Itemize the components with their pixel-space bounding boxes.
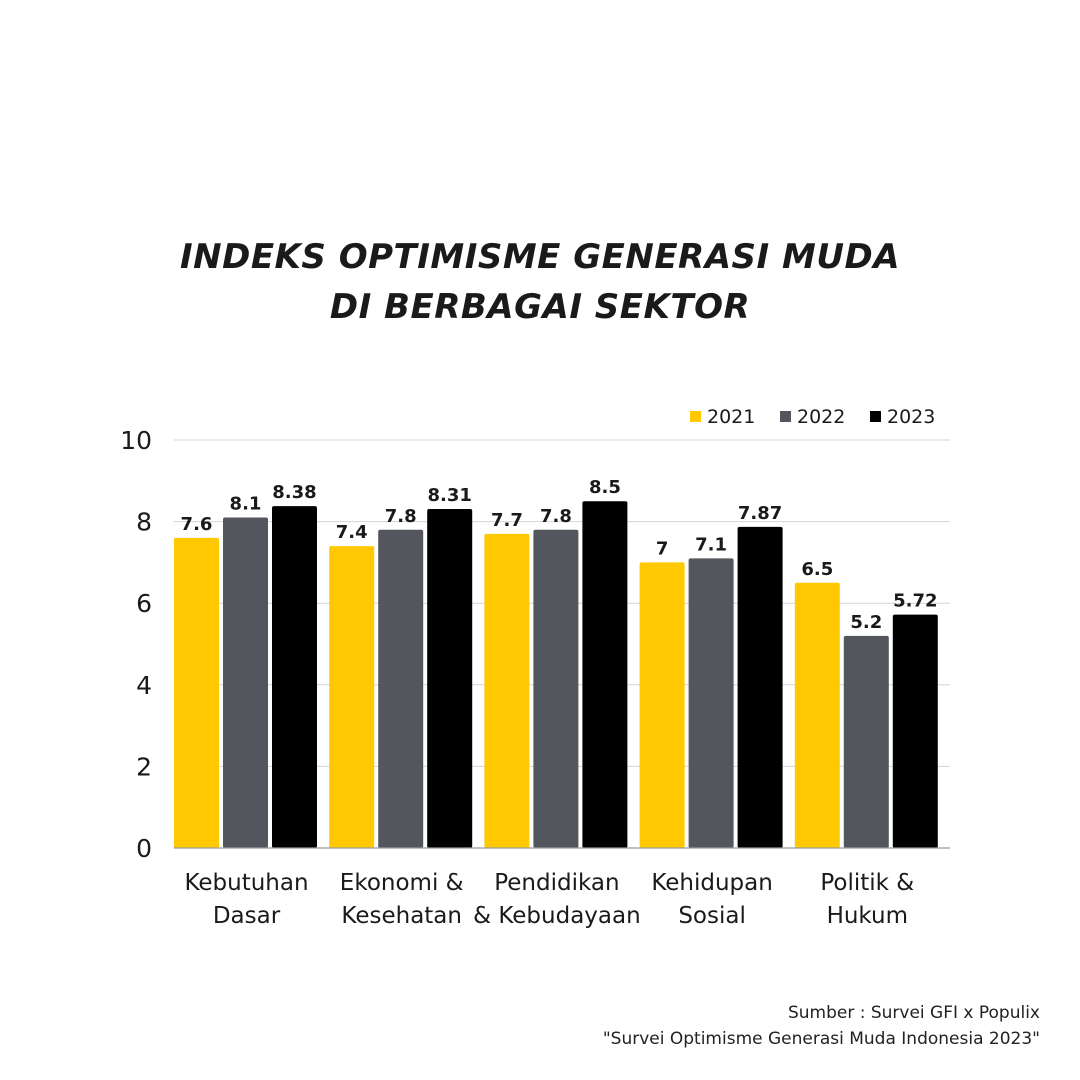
chart-title: INDEKS OPTIMISME GENERASI MUDA DI BERBAG… <box>0 232 1080 332</box>
bar <box>427 508 473 848</box>
bar <box>329 546 375 848</box>
bar <box>223 517 268 848</box>
data-label: 7.8 <box>540 506 572 527</box>
x-tick-label: & Kebudayaan <box>473 903 641 929</box>
bar <box>843 635 889 848</box>
data-label: 5.72 <box>893 591 937 612</box>
chart-title-line-1: INDEKS OPTIMISME GENERASI MUDA <box>179 237 901 277</box>
legend-swatch <box>870 411 881 422</box>
chart-title-line-2: DI BERBAGAI SEKTOR <box>329 287 751 327</box>
source-note: Sumber : Survei GFI x Populix "Survei Op… <box>603 1000 1040 1052</box>
data-label: 8.38 <box>272 482 316 503</box>
data-label: 5.2 <box>850 612 882 633</box>
data-label: 7.1 <box>695 534 727 555</box>
y-tick-label: 0 <box>136 834 152 863</box>
bar <box>378 529 424 848</box>
bar <box>272 506 317 848</box>
bar <box>174 537 219 848</box>
x-tick-label: Kesehatan <box>341 903 462 929</box>
y-tick-label: 10 <box>120 426 152 455</box>
legend-swatch <box>690 411 701 422</box>
legend-label: 2021 <box>707 406 755 428</box>
bar <box>533 529 579 848</box>
data-label: 8.31 <box>427 485 471 506</box>
data-label: 7.4 <box>336 522 368 543</box>
x-tick-label: Hukum <box>827 903 908 929</box>
data-label: 7.7 <box>491 510 523 531</box>
data-label: 8.1 <box>230 494 262 515</box>
source-line-2: "Survei Optimisme Generasi Muda Indonesi… <box>602 1029 1040 1049</box>
x-tick-label: Sosial <box>678 903 746 929</box>
x-tick-label: Pendidikan <box>494 870 619 896</box>
y-tick-label: 2 <box>136 752 152 781</box>
data-label: 7.6 <box>181 514 213 535</box>
bar <box>892 614 938 848</box>
y-tick-label: 8 <box>136 508 152 537</box>
source-line-1: Sumber : Survei GFI x Populix <box>787 1003 1040 1023</box>
legend-label: 2023 <box>887 406 935 428</box>
bar <box>688 558 734 848</box>
data-label: 7.87 <box>738 503 782 524</box>
x-tick-label: Ekonomi & <box>340 870 464 896</box>
data-label: 8.5 <box>589 477 621 498</box>
legend-swatch <box>780 411 791 422</box>
data-label: 7.8 <box>385 506 417 527</box>
bar <box>794 582 840 848</box>
x-tick-label: Kebutuhan <box>184 870 308 896</box>
bar <box>639 562 685 848</box>
y-tick-label: 6 <box>136 589 152 618</box>
data-label: 7 <box>656 538 669 559</box>
bar <box>484 533 530 848</box>
bar <box>737 526 783 848</box>
y-tick-label: 4 <box>136 671 152 700</box>
legend-label: 2022 <box>797 406 845 428</box>
x-tick-label: Politik & <box>820 870 914 896</box>
data-label: 6.5 <box>801 559 833 580</box>
x-tick-label: Dasar <box>213 903 281 929</box>
x-tick-label: Kehidupan <box>651 870 773 896</box>
bar <box>582 501 628 848</box>
